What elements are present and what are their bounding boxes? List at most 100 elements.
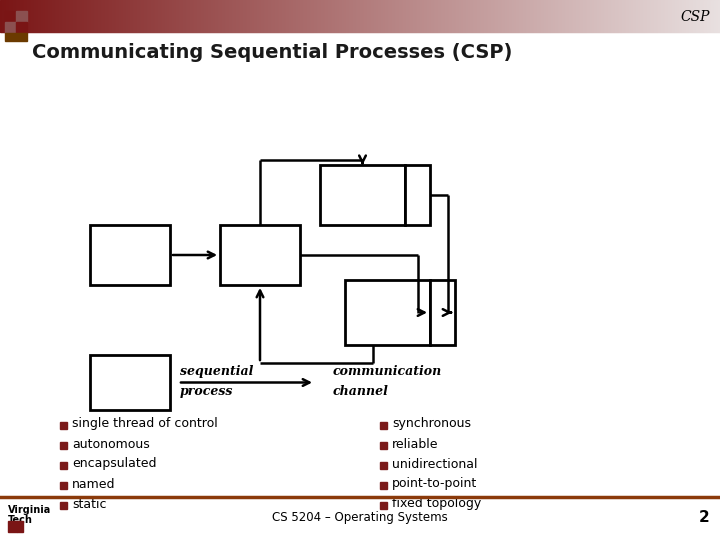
Bar [265,0,266,32]
Bar [400,0,401,32]
Bar [533,0,534,32]
Bar [346,0,347,32]
Bar [151,0,152,32]
Bar [522,0,523,32]
Bar [498,0,499,32]
Bar [631,0,632,32]
Bar [318,0,319,32]
Bar [432,0,433,32]
Bar [571,0,572,32]
Bar [319,0,320,32]
Bar [466,0,467,32]
Bar [261,0,262,32]
Bar [168,0,169,32]
Bar [145,0,146,32]
Bar [435,0,436,32]
Bar [644,0,645,32]
Bar [60,502,67,509]
Text: named: named [72,477,115,490]
Text: unidirectional: unidirectional [392,457,477,470]
Bar [142,0,143,32]
Bar [44,0,45,32]
Bar [569,0,570,32]
Bar [681,0,682,32]
Bar [24,0,25,32]
Bar [696,0,697,32]
Bar [635,0,636,32]
Bar [545,0,546,32]
Bar [269,0,270,32]
Bar [84,0,85,32]
Bar [506,0,507,32]
Bar [489,0,490,32]
Bar [209,0,210,32]
Bar [80,0,81,32]
Bar [647,0,648,32]
Bar [169,0,170,32]
Bar [54,0,55,32]
Bar [341,0,342,32]
Bar [282,0,283,32]
Bar [264,0,265,32]
Bar [124,0,125,32]
Bar [45,0,46,32]
Bar [239,0,240,32]
Bar [380,0,381,32]
Bar [378,0,379,32]
Bar [445,0,446,32]
Bar [359,0,360,32]
Bar [50,0,51,32]
Bar [7,0,8,32]
Bar [380,482,387,489]
Bar [118,0,119,32]
Bar [297,0,298,32]
Bar [485,0,486,32]
Bar [423,0,424,32]
Bar [194,0,195,32]
Bar [437,0,438,32]
Bar [36,0,37,32]
Bar [326,0,327,32]
Bar [259,0,260,32]
Bar [555,0,556,32]
Bar [350,0,351,32]
Bar [220,0,221,32]
Bar [706,0,707,32]
Bar [615,0,616,32]
Bar [484,0,485,32]
Bar [379,0,380,32]
Bar [132,0,133,32]
Bar [91,0,92,32]
Bar [648,0,649,32]
Bar [226,0,227,32]
Bar [608,0,609,32]
Bar [617,0,618,32]
Text: CS 5204 – Operating Systems: CS 5204 – Operating Systems [272,511,448,524]
Bar [461,0,462,32]
Bar [9,0,10,32]
Bar [660,0,661,32]
Bar [584,0,585,32]
Bar [536,0,537,32]
Bar [5,22,16,33]
Bar [589,0,590,32]
Bar [465,0,466,32]
Bar [393,0,394,32]
Bar [43,0,44,32]
Text: sequential: sequential [180,365,253,378]
Bar [606,0,607,32]
Bar [62,0,63,32]
Bar [702,0,703,32]
Bar [60,442,67,449]
Bar [148,0,149,32]
Bar [235,0,236,32]
Bar [559,0,560,32]
Bar [481,0,482,32]
Bar [705,0,706,32]
Bar [529,0,530,32]
Bar [313,0,314,32]
Bar [23,0,24,32]
Bar [515,0,516,32]
Bar [328,0,329,32]
Bar [21,0,22,32]
